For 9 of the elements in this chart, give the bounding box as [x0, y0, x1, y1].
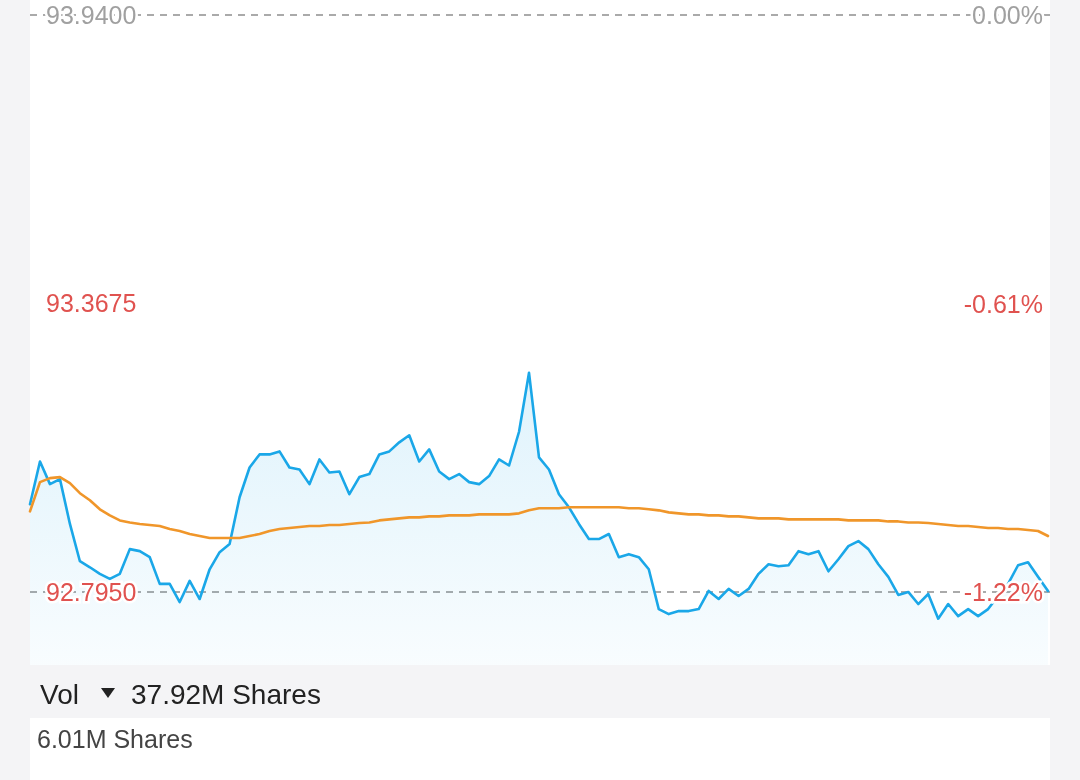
text: 37.92M Shares	[131, 679, 321, 710]
y2-tick-label: -0.61%	[963, 289, 1043, 318]
y-tick-label: 93.3675	[46, 289, 137, 318]
text: Vol	[40, 679, 79, 710]
y-tick-label: 92.7950	[46, 577, 137, 606]
y2-tick-label: 0.00%	[972, 0, 1043, 29]
line-series	[28, 475, 1050, 540]
text: 6.01M Shares	[37, 725, 193, 753]
y-tick-label: 93.9400	[46, 0, 137, 29]
